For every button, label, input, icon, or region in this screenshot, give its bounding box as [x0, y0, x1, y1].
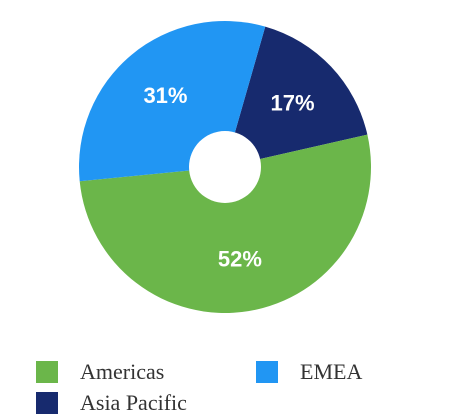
slice-label-asia-pacific: 17% [271, 91, 315, 116]
slice-label-emea: 31% [143, 83, 187, 108]
slice-labels: 17% 52% 31% [143, 83, 314, 271]
slice-asia-pacific [225, 26, 368, 167]
slice-americas [79, 134, 371, 314]
donut-hole [189, 131, 261, 203]
slice-label-americas: 52% [218, 246, 262, 271]
